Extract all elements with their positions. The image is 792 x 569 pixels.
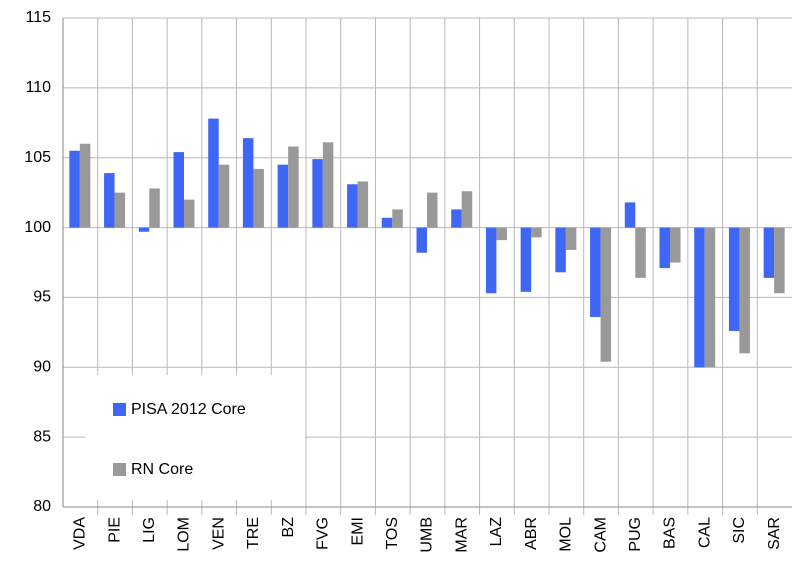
- legend-box: [85, 375, 305, 500]
- bar: [173, 152, 184, 228]
- y-tick-label: 90: [33, 359, 51, 376]
- x-tick-label: LOM: [176, 517, 193, 552]
- bar: [739, 227, 750, 354]
- bar: [381, 217, 393, 228]
- x-tick-label: VDA: [72, 517, 89, 550]
- legend-label: PISA 2012 Core: [131, 401, 246, 418]
- bar: [694, 227, 705, 368]
- bar: [451, 209, 462, 228]
- bar: [322, 142, 334, 228]
- x-tick-label: TOS: [384, 517, 401, 550]
- x-tick-label: UMB: [419, 517, 436, 553]
- x-tick-label: TRE: [245, 517, 262, 549]
- y-tick-label: 85: [33, 428, 51, 445]
- bar: [485, 227, 497, 294]
- bar: [312, 159, 323, 228]
- bar: [531, 227, 542, 238]
- x-tick-label: FVG: [315, 517, 332, 550]
- x-tick-label: MOL: [558, 517, 575, 552]
- bar: [357, 181, 369, 228]
- bar: [69, 150, 80, 228]
- bar: [392, 209, 403, 228]
- bar: [520, 227, 532, 292]
- x-tick-label: CAL: [696, 517, 713, 548]
- x-tick-label: BAS: [662, 517, 679, 549]
- bar: [138, 227, 150, 232]
- x-tick-label: SAR: [766, 517, 783, 550]
- legend-swatch: [113, 403, 126, 416]
- bar: [416, 227, 427, 253]
- bar: [635, 227, 646, 278]
- bar: [496, 227, 507, 241]
- bar: [347, 184, 358, 228]
- bar: [565, 227, 577, 250]
- legend-label: RN Core: [131, 461, 193, 478]
- bar: [79, 143, 91, 228]
- bar: [288, 146, 299, 228]
- x-tick-label: MAR: [453, 517, 470, 553]
- bar: [184, 199, 195, 228]
- x-tick-label: LAZ: [488, 517, 505, 547]
- bar: [600, 227, 612, 362]
- bar: [774, 227, 785, 294]
- bar: [659, 227, 670, 269]
- y-tick-label: 80: [33, 498, 51, 515]
- bar: [218, 164, 230, 228]
- x-tick-label: CAM: [592, 517, 609, 553]
- x-tick-label: PUG: [627, 517, 644, 552]
- bar: [590, 227, 601, 317]
- x-tick-label: PIE: [106, 517, 123, 543]
- bar: [461, 191, 473, 228]
- legend-swatch: [113, 463, 126, 476]
- x-tick-label: LIG: [141, 517, 158, 543]
- bar: [624, 202, 636, 228]
- y-tick-label: 110: [25, 79, 51, 96]
- bar: [670, 227, 681, 263]
- x-tick-label: EMI: [349, 517, 366, 545]
- bar: [763, 227, 775, 278]
- x-tick-label: VEN: [210, 517, 227, 550]
- x-tick-label: ABR: [523, 517, 540, 550]
- y-tick-label: 95: [33, 289, 51, 306]
- bar: [242, 138, 254, 228]
- bar: [114, 192, 126, 228]
- bar: [555, 227, 566, 273]
- y-tick-label: 105: [24, 149, 51, 166]
- x-tick-label: SIC: [731, 517, 748, 544]
- y-tick-label: 115: [25, 9, 51, 26]
- bar: [427, 192, 438, 228]
- bar: [277, 164, 289, 228]
- bar: [253, 168, 264, 228]
- bar: [728, 227, 740, 331]
- x-tick-label: BZ: [280, 517, 297, 538]
- bar: [104, 173, 115, 228]
- y-tick-label: 100: [24, 219, 51, 236]
- bar: [704, 227, 716, 368]
- bar: [208, 118, 219, 228]
- bar: [149, 188, 160, 228]
